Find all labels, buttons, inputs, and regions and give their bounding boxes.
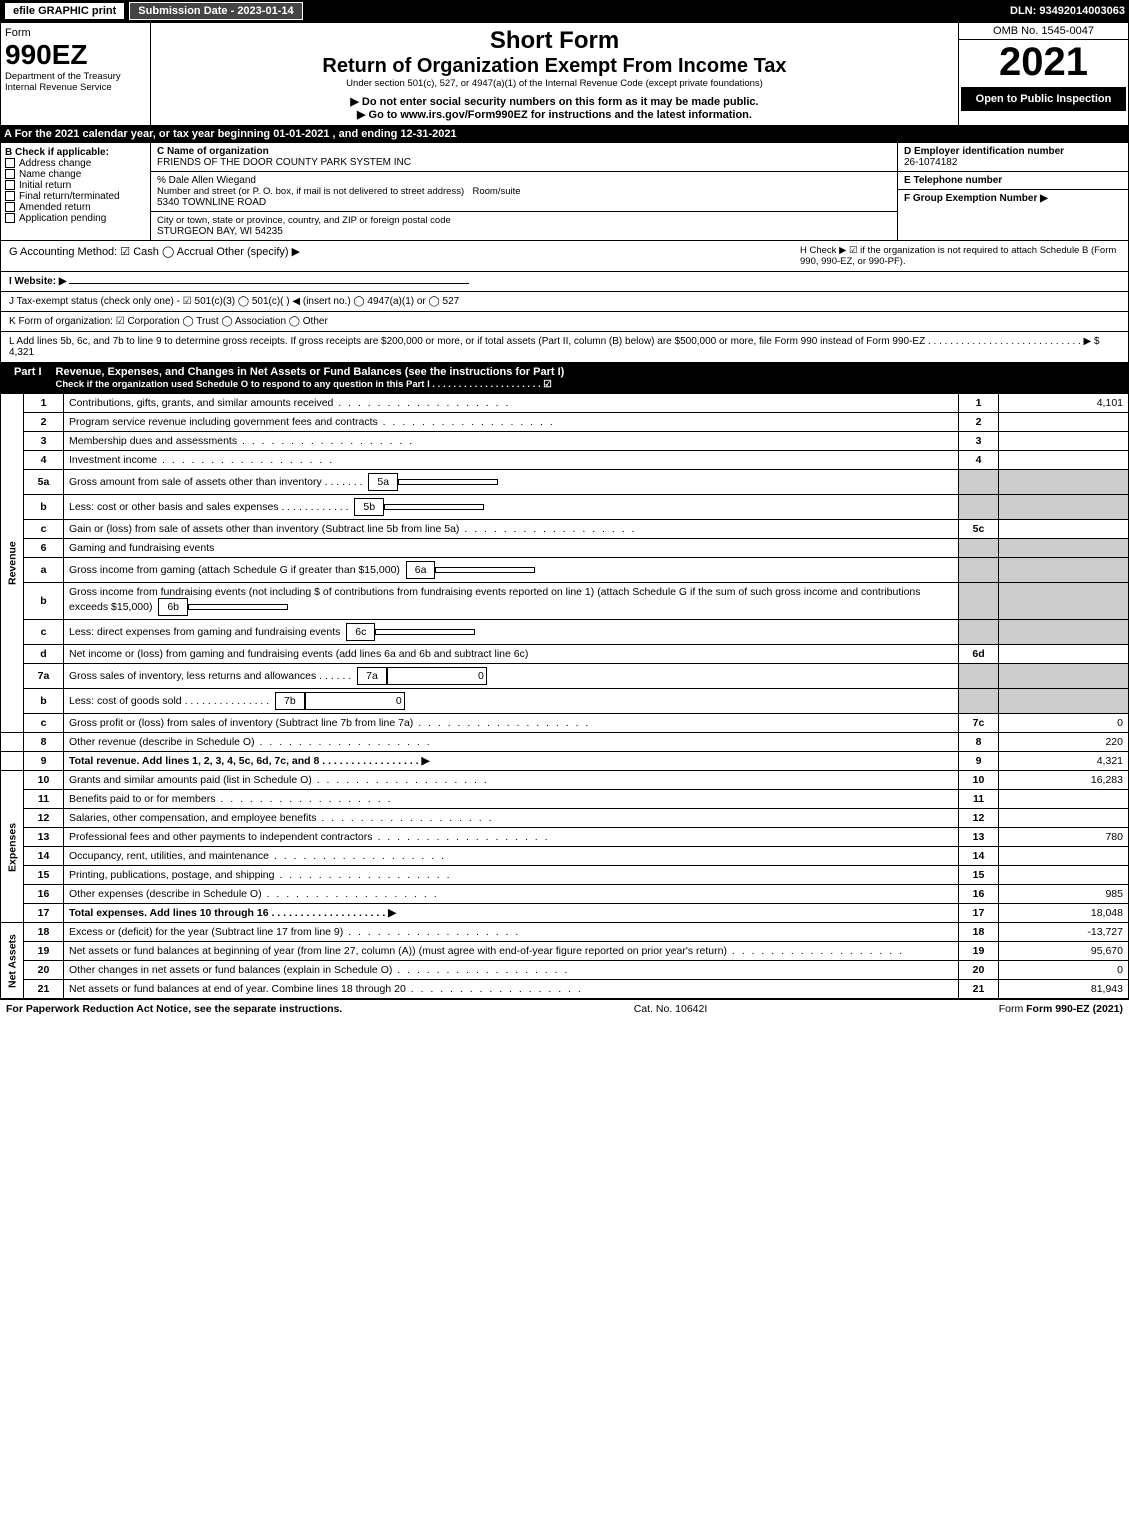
page-footer: For Paperwork Reduction Act Notice, see … (0, 999, 1129, 1018)
netassets-vlabel: Net Assets (1, 923, 24, 999)
part-1-header: Part I Revenue, Expenses, and Changes in… (0, 363, 1129, 393)
row-k-org-form: K Form of organization: ☑ Corporation ◯ … (0, 312, 1129, 332)
street-value: 5340 TOWNLINE ROAD (157, 197, 266, 208)
form-number: 990EZ (5, 39, 146, 71)
city-value: STURGEON BAY, WI 54235 (157, 226, 283, 237)
open-inspection-badge: Open to Public Inspection (961, 87, 1126, 111)
info-grid: B Check if applicable: Address change Na… (0, 142, 1129, 241)
row-j-status: J Tax-exempt status (check only one) - ☑… (0, 292, 1129, 312)
footer-notice: For Paperwork Reduction Act Notice, see … (6, 1003, 342, 1015)
footer-formref: Form Form 990-EZ (2021) (999, 1003, 1123, 1015)
top-bar: efile GRAPHIC print Submission Date - 20… (0, 0, 1129, 22)
part-1-label: Part I (6, 366, 50, 390)
row-i-website: I Website: ▶ (0, 272, 1129, 292)
accounting-method: G Accounting Method: ☑ Cash ◯ Accrual Ot… (9, 245, 300, 267)
row-l-gross-receipts: L Add lines 5b, 6c, and 7b to line 9 to … (0, 332, 1129, 363)
row-g-h: G Accounting Method: ☑ Cash ◯ Accrual Ot… (0, 241, 1129, 272)
ein-label: D Employer identification number (904, 146, 1064, 157)
check-name-change[interactable] (5, 169, 15, 179)
section-a-period: A For the 2021 calendar year, or tax yea… (0, 126, 1129, 142)
schedule-b-check: H Check ▶ ☑ if the organization is not r… (800, 245, 1120, 267)
part-1-title: Revenue, Expenses, and Changes in Net As… (56, 366, 565, 378)
ein-value: 26-1074182 (904, 157, 957, 168)
tax-year: 2021 (959, 40, 1128, 85)
column-c-org: C Name of organization FRIENDS OF THE DO… (151, 143, 898, 240)
part-1-check: Check if the organization used Schedule … (56, 379, 552, 390)
column-d-ids: D Employer identification number 26-1074… (898, 143, 1128, 240)
revenue-vlabel: Revenue (1, 394, 24, 733)
return-title: Return of Organization Exempt From Incom… (155, 55, 954, 78)
part-1-table: Revenue 1Contributions, gifts, grants, a… (0, 393, 1129, 999)
check-amended-return[interactable] (5, 202, 15, 212)
care-of: % Dale Allen Wiegand (157, 175, 256, 186)
street-label: Number and street (or P. O. box, if mail… (157, 186, 464, 197)
submission-date-button[interactable]: Submission Date - 2023-01-14 (129, 2, 302, 20)
check-initial-return[interactable] (5, 180, 15, 190)
city-label: City or town, state or province, country… (157, 215, 451, 226)
dept-label: Department of the Treasury Internal Reve… (5, 71, 146, 93)
omb-number: OMB No. 1545-0047 (959, 23, 1128, 40)
form-word: Form (5, 27, 146, 39)
col-b-label: B Check if applicable: (5, 147, 109, 158)
tel-label: E Telephone number (904, 175, 1002, 186)
column-b-checks: B Check if applicable: Address change Na… (1, 143, 151, 240)
note-ssn: ▶ Do not enter social security numbers o… (155, 95, 954, 108)
check-final-return[interactable] (5, 191, 15, 201)
form-header: Form 990EZ Department of the Treasury In… (0, 22, 1129, 126)
dln-label: DLN: 93492014003063 (1010, 5, 1125, 17)
efile-print-button[interactable]: efile GRAPHIC print (4, 2, 125, 20)
note-link: ▶ Go to www.irs.gov/Form990EZ for instru… (155, 108, 954, 121)
short-form-title: Short Form (155, 27, 954, 55)
check-address-change[interactable] (5, 158, 15, 168)
subtitle: Under section 501(c), 527, or 4947(a)(1)… (155, 78, 954, 89)
org-name-label: C Name of organization (157, 146, 269, 157)
org-name: FRIENDS OF THE DOOR COUNTY PARK SYSTEM I… (157, 157, 411, 168)
expenses-vlabel: Expenses (1, 771, 24, 923)
footer-catno: Cat. No. 10642I (634, 1003, 708, 1015)
group-exemption-label: F Group Exemption Number ▶ (904, 193, 1048, 204)
check-application-pending[interactable] (5, 213, 15, 223)
room-label: Room/suite (472, 186, 520, 197)
